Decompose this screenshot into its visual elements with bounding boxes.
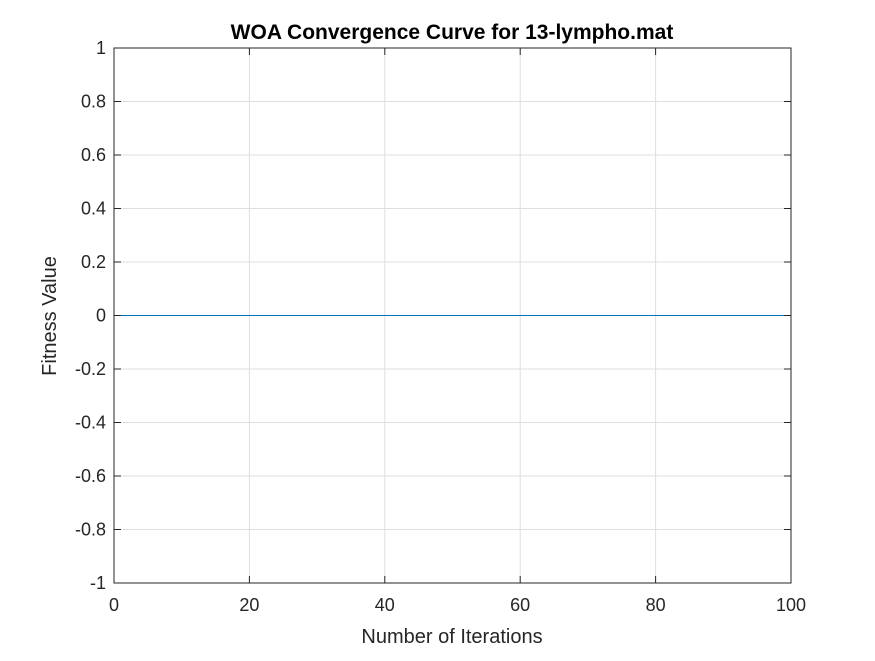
chart-title: WOA Convergence Curve for 13-lympho.mat bbox=[231, 21, 674, 44]
tick-marks bbox=[113, 47, 792, 584]
y-axis-label: Fitness Value bbox=[39, 256, 61, 376]
y-tick-label: -0.2 bbox=[75, 359, 106, 379]
y-tick-label: -1 bbox=[90, 573, 106, 593]
x-tick-label: 80 bbox=[646, 595, 666, 615]
x-tick-label: 60 bbox=[510, 595, 530, 615]
y-tick-label: -0.4 bbox=[75, 413, 106, 433]
y-tick-label: -0.8 bbox=[75, 520, 106, 540]
x-tick-label: 0 bbox=[109, 595, 119, 615]
y-tick-label: 0.6 bbox=[81, 145, 106, 165]
x-tick-label: 100 bbox=[776, 595, 806, 615]
y-tick-label: 0 bbox=[96, 306, 106, 326]
y-tick-label: 0.4 bbox=[81, 199, 106, 219]
y-tick-label: 1 bbox=[96, 38, 106, 58]
y-tick-labels: -1 -0.8 -0.6 -0.4 -0.2 0 0.2 0.4 0.6 0.8 1 bbox=[75, 38, 106, 593]
x-tick-label: 20 bbox=[239, 595, 259, 615]
y-tick-label: 0.8 bbox=[81, 92, 106, 112]
x-axis-label: Number of Iterations bbox=[361, 626, 542, 648]
y-tick-label: -0.6 bbox=[75, 466, 106, 486]
x-tick-labels: 0 20 40 60 80 100 bbox=[109, 595, 806, 615]
y-tick-label: 0.2 bbox=[81, 252, 106, 272]
x-tick-label: 40 bbox=[375, 595, 395, 615]
